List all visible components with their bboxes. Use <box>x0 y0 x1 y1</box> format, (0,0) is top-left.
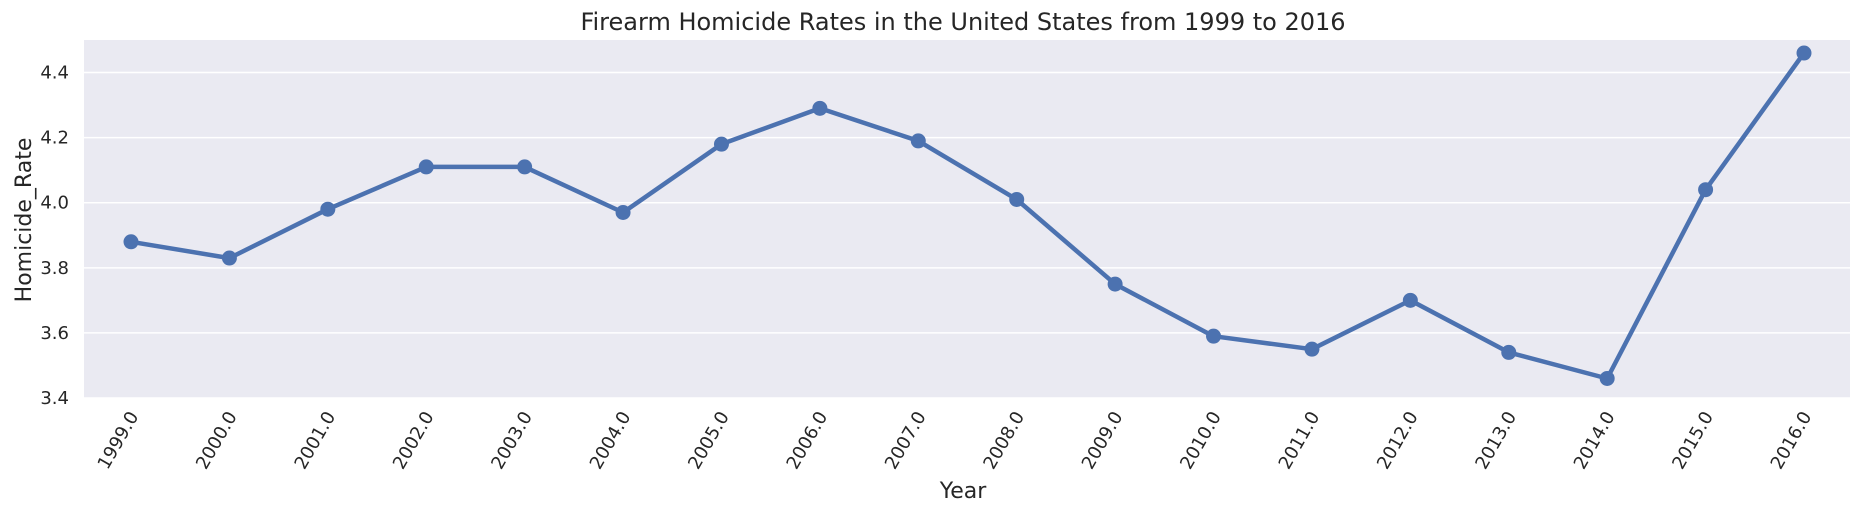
x-tick-label: 2002.0 <box>389 408 439 473</box>
x-tick-label: 2000.0 <box>192 408 242 473</box>
data-point-2008-0 <box>1009 191 1025 207</box>
data-point-2012-0 <box>1402 292 1418 308</box>
x-tick-label: 2016.0 <box>1767 408 1817 473</box>
x-tick-label: 2009.0 <box>1078 408 1128 473</box>
y-axis-ticks: 3.4 3.6 3.8 4.0 4.2 4.4 <box>40 63 69 409</box>
data-point-2010-0 <box>1206 328 1222 344</box>
y-tick-label: 4.2 <box>40 128 69 149</box>
x-tick-label: 2006.0 <box>783 408 833 473</box>
x-tick-label: 1999.0 <box>94 408 144 473</box>
grid-lines <box>84 71 1850 399</box>
x-axis-label: Year <box>939 479 988 504</box>
x-tick-label: 2003.0 <box>487 408 537 473</box>
x-tick-label: 2012.0 <box>1373 408 1423 473</box>
data-point-2013-0 <box>1501 344 1517 360</box>
y-tick-label: 3.6 <box>40 323 69 344</box>
data-point-2016-0 <box>1796 45 1812 61</box>
data-point-2001-0 <box>320 201 336 217</box>
y-tick-label: 3.8 <box>40 258 69 279</box>
series-line <box>128 50 1807 381</box>
y-tick-label: 4.4 <box>40 63 69 84</box>
data-point-2015-0 <box>1698 182 1714 198</box>
data-point-2003-0 <box>517 159 533 175</box>
x-tick-label: 2015.0 <box>1668 408 1718 473</box>
data-point-2007-0 <box>910 133 926 149</box>
data-point-2009-0 <box>1107 276 1123 292</box>
data-points <box>123 45 1812 386</box>
x-tick-label: 2005.0 <box>684 408 734 473</box>
y-tick-label: 4.0 <box>40 193 69 214</box>
x-tick-label: 2011.0 <box>1275 408 1325 473</box>
chart-title: Firearm Homicide Rates in the United Sta… <box>580 8 1345 36</box>
x-tick-label: 2004.0 <box>586 408 636 473</box>
data-point-2011-0 <box>1304 341 1320 357</box>
y-axis-label: Homicide_Rate <box>12 138 37 303</box>
data-point-2000-0 <box>221 250 237 266</box>
x-tick-label: 2013.0 <box>1471 408 1521 473</box>
x-tick-label: 2014.0 <box>1570 408 1620 473</box>
x-tick-label: 2008.0 <box>979 408 1029 473</box>
x-tick-label: 2001.0 <box>290 408 340 473</box>
y-tick-label: 3.4 <box>40 388 69 409</box>
data-point-2002-0 <box>418 159 434 175</box>
data-point-2014-0 <box>1599 370 1615 386</box>
x-axis-ticks: 1999.0 2000.0 2001.0 2002.0 2003.0 2004.0 2005… <box>94 408 1817 473</box>
x-tick-label: 2007.0 <box>881 408 931 473</box>
data-point-2006-0 <box>812 100 828 116</box>
data-point-2005-0 <box>713 136 729 152</box>
x-tick-label: 2010.0 <box>1176 408 1226 473</box>
data-point-2004-0 <box>615 204 631 220</box>
plot-area <box>84 40 1850 398</box>
data-point-1999-0 <box>123 234 139 250</box>
